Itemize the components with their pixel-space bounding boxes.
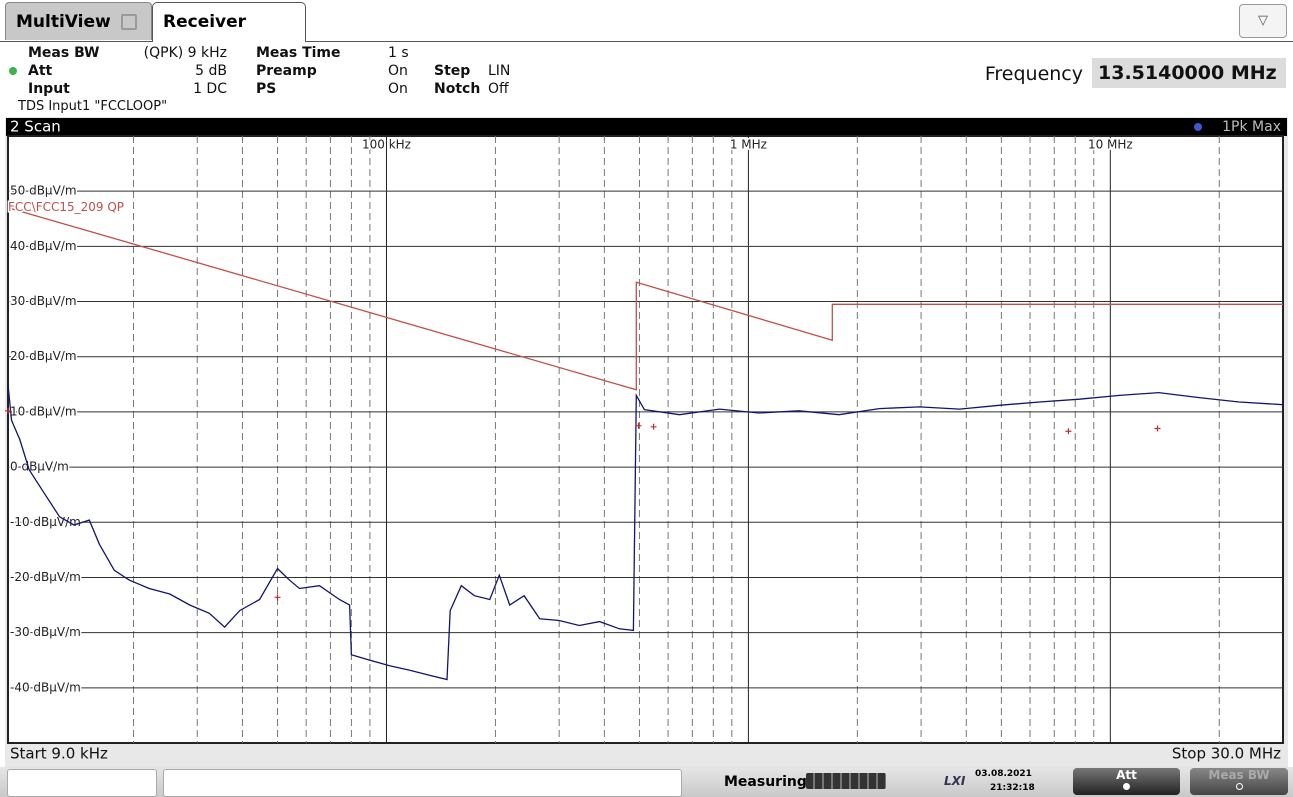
stop-label: Stop 30.0 MHz <box>1172 745 1281 763</box>
setting-label: Meas BW <box>28 45 100 61</box>
setting-value: Off <box>488 81 509 97</box>
button-dot <box>1235 783 1243 790</box>
y-tick-label: -30 dBµV/m <box>10 625 81 639</box>
status-dot <box>9 67 17 75</box>
tab-label: Receiver <box>163 12 247 32</box>
status-message: Measuring ... <box>724 774 828 790</box>
y-tick-label: 10 dBµV/m <box>10 404 77 418</box>
setting-value: LIN <box>488 63 511 79</box>
setting-label: Att <box>28 63 53 79</box>
y-tick-label: 0 dBµV/m <box>10 460 69 474</box>
plot-area <box>7 135 1284 744</box>
setting-value: On <box>388 63 408 79</box>
setting-label: Preamp <box>256 63 317 79</box>
y-tick-label: -40 dBµV/m <box>10 680 81 694</box>
chart-title: 2 Scan <box>10 118 61 136</box>
final-marker <box>650 423 657 430</box>
status-date: 03.08.2021 <box>975 769 1032 779</box>
title-bar <box>6 118 1287 136</box>
setting-label: Meas Time <box>256 45 341 61</box>
button-label: Meas BW <box>1208 768 1270 782</box>
status-bar: Measuring ... LXI 03.08.2021 21:32:18 At… <box>0 767 1293 797</box>
frequency-value[interactable]: 13.5140000 MHz <box>1092 58 1286 88</box>
meas-bw-button[interactable]: Meas BW <box>1190 768 1288 795</box>
tab[interactable]: Receiver <box>152 2 306 42</box>
frequency-label: Frequency <box>984 63 1083 85</box>
final-marker <box>5 407 11 414</box>
trace-line <box>7 384 1284 681</box>
limit-line-label: FCC\FCC15_209 QP <box>8 200 124 214</box>
final-marker <box>1065 428 1072 435</box>
tab-icon <box>120 14 137 30</box>
x-tick-label: 1 MHz <box>730 138 767 152</box>
setting-value: 5 dB <box>195 63 227 79</box>
button-dot <box>1123 783 1130 790</box>
settings-panel: Meas BW (QPK) 9 kHz Meas Time 1 s Att 5 … <box>0 42 1293 117</box>
y-tick-label: -20 dBµV/m <box>10 570 81 584</box>
input-note: TDS Input1 "FCCLOOP" <box>18 99 168 114</box>
setting-value: 1 DC <box>193 81 227 97</box>
tab-rule <box>0 41 1293 42</box>
dropdown-button[interactable]: ▽ <box>1239 4 1287 38</box>
setting-label: Step <box>434 63 471 79</box>
setting-value: On <box>388 81 408 97</box>
final-marker <box>274 594 281 601</box>
tab[interactable]: MultiView <box>5 2 152 40</box>
status-box <box>7 769 157 797</box>
button-label: Att <box>1116 768 1137 782</box>
progress-bar <box>806 773 886 789</box>
setting-value: (QPK) 9 kHz <box>143 45 227 61</box>
setting-value: 1 s <box>388 45 409 61</box>
tab-label: MultiView <box>16 12 111 32</box>
message-box <box>163 769 682 797</box>
final-marker <box>635 422 642 429</box>
setting-label: PS <box>256 81 277 97</box>
y-tick-label: 30 dBµV/m <box>10 294 77 308</box>
final-marker <box>1154 425 1161 432</box>
lxi-logo: LXI <box>944 774 966 788</box>
x-tick-label: 100 kHz <box>362 138 411 152</box>
status-time: 21:32:18 <box>990 783 1035 793</box>
y-tick-label: -10 dBµV/m <box>10 515 81 529</box>
y-tick-label: 40 dBµV/m <box>10 239 77 253</box>
att-button[interactable]: Att <box>1073 768 1180 795</box>
y-tick-label: 50 dBµV/m <box>10 184 77 198</box>
y-tick-label: 20 dBµV/m <box>10 349 77 363</box>
x-tick-label: 10 MHz <box>1088 138 1133 152</box>
trace-line <box>7 207 1283 391</box>
start-label: Start 9.0 kHz <box>10 745 108 763</box>
trace-name: 1Pk Max <box>1222 119 1281 135</box>
setting-label: Notch <box>434 81 481 97</box>
setting-label: Input <box>28 81 70 97</box>
trace-dot <box>1194 123 1202 131</box>
